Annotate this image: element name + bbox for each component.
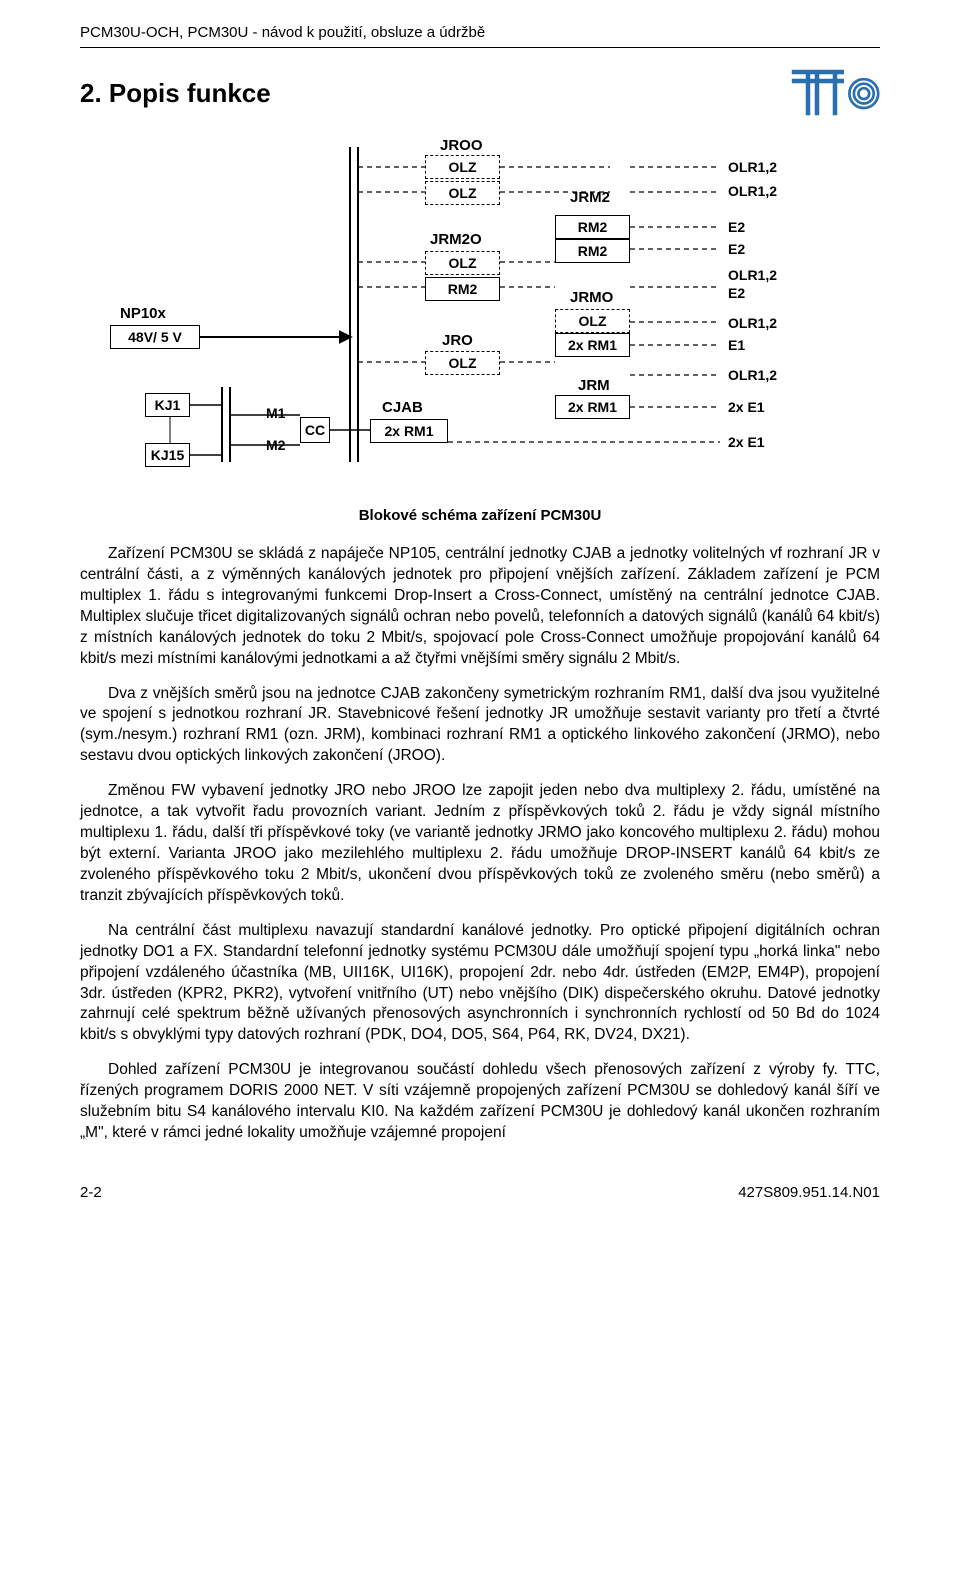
lbl-r1: OLR1,2: [728, 159, 777, 175]
box-psu: 48V/ 5 V: [110, 325, 200, 349]
box-jroo-olz2: OLZ: [425, 181, 500, 205]
lbl-r9: 2x E1: [728, 399, 765, 415]
box-jrm-2xrm1: 2x RM1: [555, 395, 630, 419]
header-rule: [80, 47, 880, 48]
box-jrm2-rm2a: RM2: [555, 215, 630, 239]
lbl-m2: M2: [266, 437, 285, 453]
lbl-r4: E2: [728, 241, 745, 257]
box-jrm2o-rm2: RM2: [425, 277, 500, 301]
para-3: Změnou FW vybavení jednotky JRO nebo JRO…: [80, 781, 880, 907]
lbl-r5: OLR1,2: [728, 267, 777, 283]
lbl-r7: E1: [728, 337, 745, 353]
lbl-r2: OLR1,2: [728, 183, 777, 199]
box-jrmo-2xrm1: 2x RM1: [555, 333, 630, 357]
lbl-r5b: E2: [728, 285, 745, 301]
lbl-jroo: JROO: [440, 137, 483, 154]
lbl-jrm2: JRM2: [570, 189, 610, 206]
para-2: Dva z vnějších směrů jsou na jednotce CJ…: [80, 684, 880, 768]
body-text: Zařízení PCM30U se skládá z napáječe NP1…: [80, 544, 880, 1144]
box-cjab: 2x RM1: [370, 419, 448, 443]
box-jro-olz: OLZ: [425, 351, 500, 375]
page-footer: 2-2 427S809.951.14.N01: [80, 1184, 880, 1201]
section-title: 2. Popis funkce: [80, 78, 880, 109]
page-header: PCM30U-OCH, PCM30U - návod k použití, ob…: [80, 24, 880, 41]
box-kj15: KJ15: [145, 443, 190, 467]
para-5: Dohled zařízení PCM30U je integrovanou s…: [80, 1060, 880, 1144]
para-4: Na centrální část multiplexu navazují st…: [80, 921, 880, 1047]
block-diagram: NP10x 48V/ 5 V KJ1 KJ15 M1 M2 CC CJAB 2x…: [80, 127, 880, 497]
diagram-caption: Blokové schéma zařízení PCM30U: [80, 507, 880, 524]
box-kj1: KJ1: [145, 393, 190, 417]
lbl-jrm: JRM: [578, 377, 610, 394]
footer-left: 2-2: [80, 1184, 102, 1201]
footer-right: 427S809.951.14.N01: [738, 1184, 880, 1201]
box-jrm2-rm2b: RM2: [555, 239, 630, 263]
lbl-jrmo: JRMO: [570, 289, 613, 306]
lbl-r8: OLR1,2: [728, 367, 777, 383]
box-jrmo-olz: OLZ: [555, 309, 630, 333]
box-jroo-olz1: OLZ: [425, 155, 500, 179]
box-jrm2o-olz: OLZ: [425, 251, 500, 275]
lbl-r6: OLR1,2: [728, 315, 777, 331]
lbl-r3: E2: [728, 219, 745, 235]
lbl-r10: 2x E1: [728, 434, 765, 450]
lbl-jrm2o: JRM2O: [430, 231, 482, 248]
lbl-np10x: NP10x: [120, 305, 166, 322]
lbl-cjab: CJAB: [382, 399, 423, 416]
box-cc: CC: [300, 417, 330, 443]
lbl-m1: M1: [266, 405, 285, 421]
ttc-logo: [790, 60, 880, 125]
para-1: Zařízení PCM30U se skládá z napáječe NP1…: [80, 544, 880, 670]
lbl-jro: JRO: [442, 332, 473, 349]
